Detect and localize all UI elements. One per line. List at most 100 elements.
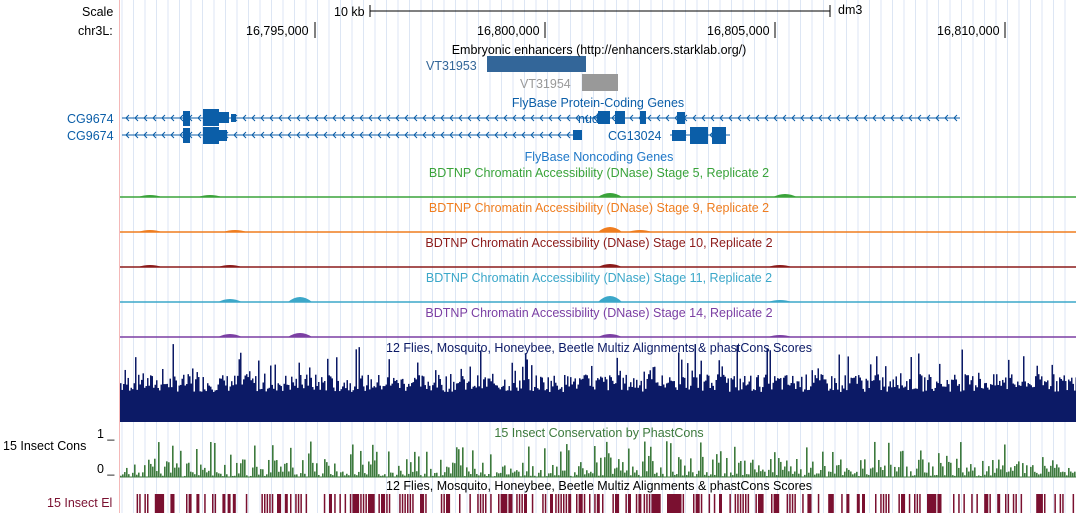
dnase-stage11-title[interactable]: BDTNP Chromatin Accessibility (DNase) St… xyxy=(425,271,773,285)
multiz-bar xyxy=(510,390,512,422)
element-tick xyxy=(357,494,360,513)
multiz-bar xyxy=(706,374,708,422)
dnase-stage14-title[interactable]: BDTNP Chromatin Accessibility (DNase) St… xyxy=(425,306,773,320)
multiz-bar xyxy=(151,376,153,422)
strand-arrow xyxy=(161,131,166,139)
insect-cons-track-title[interactable]: 15 Insect Conservation by PhastCons xyxy=(494,426,704,440)
multiz-bar xyxy=(391,383,393,422)
cons-bar xyxy=(832,451,834,477)
multiz-bar xyxy=(229,386,231,422)
cons-bar xyxy=(290,447,292,477)
element-tick xyxy=(880,494,882,513)
cons-bar xyxy=(986,471,988,477)
dnase-stage5-title[interactable]: BDTNP Chromatin Accessibility (DNase) St… xyxy=(428,166,770,180)
multiz-bar xyxy=(325,390,327,422)
insect-el-track-title[interactable]: 12 Flies, Mosquito, Honeybee, Beetle Mul… xyxy=(386,479,812,493)
cons-bar xyxy=(512,472,514,477)
element-tick xyxy=(383,494,386,513)
cons-bar xyxy=(1068,467,1070,477)
element-tick xyxy=(386,494,388,513)
multiz-bar xyxy=(141,379,143,422)
multiz-bar xyxy=(964,374,966,422)
cons-bar xyxy=(744,460,746,477)
multiz-bar xyxy=(189,376,191,422)
multiz-bar xyxy=(1072,383,1074,422)
multiz-bar xyxy=(145,386,147,422)
dnase-stage10-title[interactable]: BDTNP Chromatin Accessibility (DNase) St… xyxy=(425,236,773,250)
multiz-bar xyxy=(996,374,998,422)
cons-bar xyxy=(358,471,360,477)
cons-bar xyxy=(876,472,878,477)
insect-el-side-label[interactable]: 15 Insect El xyxy=(47,496,113,510)
multiz-bar xyxy=(981,387,983,422)
strand-arrow xyxy=(152,114,157,122)
multiz-bar xyxy=(904,386,906,422)
cons-bar xyxy=(458,449,460,477)
multiz-bar xyxy=(171,387,173,422)
multiz-bar xyxy=(1017,381,1019,422)
gene-label-cg9674-2[interactable]: CG9674 xyxy=(67,129,114,143)
dnase-peak xyxy=(218,299,242,302)
strand-arrow xyxy=(449,114,454,122)
multiz-bar xyxy=(852,378,854,422)
cons-bar xyxy=(230,454,232,477)
multiz-bar xyxy=(669,377,671,422)
insect-cons-side-label[interactable]: 15 Insect Cons xyxy=(3,439,87,453)
element-tick xyxy=(719,494,722,513)
multiz-bar xyxy=(475,387,477,422)
element-tick xyxy=(810,494,812,513)
flybase-noncoding-title[interactable]: FlyBase Noncoding Genes xyxy=(524,150,674,164)
dnase-stage9-title[interactable]: BDTNP Chromatin Accessibility (DNase) St… xyxy=(428,201,770,215)
gene-label-cg9674-1[interactable]: CG9674 xyxy=(67,112,114,126)
track-area[interactable] xyxy=(120,0,1076,513)
multiz-bar xyxy=(618,375,620,422)
multiz-bar xyxy=(270,365,272,422)
element-tick xyxy=(469,494,471,513)
exon xyxy=(712,127,726,144)
track-canvas[interactable] xyxy=(120,0,1076,513)
element-tick xyxy=(1041,494,1043,513)
multiz-bar xyxy=(438,374,440,422)
multiz-bar xyxy=(264,373,266,422)
multiz-bar xyxy=(708,375,710,422)
multiz-bar xyxy=(241,384,243,422)
exon xyxy=(615,111,625,124)
multiz-bar xyxy=(723,374,725,422)
strand-arrow xyxy=(404,131,409,139)
multiz-bar xyxy=(553,375,555,422)
gene-label-nudc[interactable]: nudC xyxy=(578,112,608,126)
enhancers-track-title[interactable]: Embryonic enhancers (http://enhancers.st… xyxy=(451,43,747,57)
cons-bar xyxy=(280,466,282,477)
multiz-bar xyxy=(315,374,317,422)
enhancer-label-vt31954[interactable]: VT31954 xyxy=(520,77,571,91)
multiz-bar xyxy=(738,390,740,422)
cons-bar xyxy=(952,475,954,477)
multiz-bar xyxy=(760,391,762,422)
element-tick xyxy=(505,494,508,513)
multiz-bar xyxy=(538,389,540,422)
multiz-bar xyxy=(448,388,450,422)
cons-bar xyxy=(974,467,976,477)
multiz-bar xyxy=(982,388,984,422)
cons-bar xyxy=(602,475,604,477)
gene-label-cg13024[interactable]: CG13024 xyxy=(608,129,662,143)
strand-arrow xyxy=(917,114,922,122)
cons-bar xyxy=(1004,444,1006,477)
element-tick xyxy=(648,494,651,513)
cons-bar xyxy=(218,473,220,477)
multiz-bar xyxy=(631,386,633,422)
multiz-bar xyxy=(121,389,123,422)
enhancer-label-vt31953[interactable]: VT31953 xyxy=(426,59,477,73)
cons-bar xyxy=(134,464,136,477)
cons-bar xyxy=(548,473,550,477)
multiz-track-title[interactable]: 12 Flies, Mosquito, Honeybee, Beetle Mul… xyxy=(386,341,812,355)
exon xyxy=(672,130,686,141)
flybase-coding-title[interactable]: FlyBase Protein-Coding Genes xyxy=(511,96,685,110)
cons-bar xyxy=(610,457,612,477)
multiz-bar xyxy=(667,382,669,422)
strand-arrow xyxy=(287,114,292,122)
strand-arrow xyxy=(332,131,337,139)
enhancer-vt31953-bar xyxy=(487,56,586,72)
strand-arrow xyxy=(512,114,517,122)
